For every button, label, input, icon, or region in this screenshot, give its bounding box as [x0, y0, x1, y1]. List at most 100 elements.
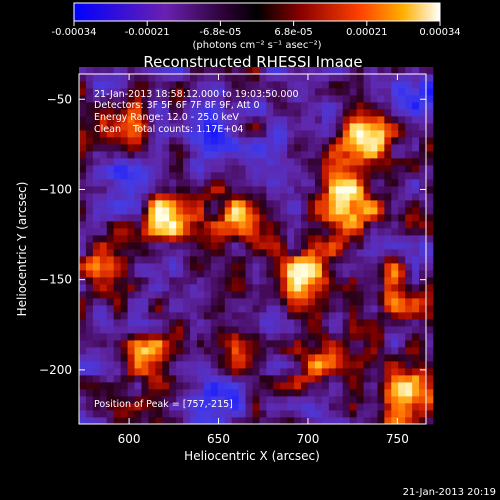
heatmap-cell: [169, 326, 177, 334]
heatmap-cell: [99, 347, 108, 355]
heatmap-cell: [287, 396, 295, 404]
heatmap-cell: [384, 256, 392, 264]
heatmap-cell: [79, 214, 87, 222]
heatmap-cell: [148, 340, 156, 348]
heatmap-cell: [328, 221, 337, 229]
heatmap-cell: [231, 81, 240, 89]
heatmap-cell: [203, 305, 212, 313]
heatmap-cell: [176, 375, 184, 383]
heatmap-cell: [134, 256, 142, 264]
heatmap-cell: [85, 88, 94, 96]
heatmap-cell: [280, 179, 288, 187]
heatmap-cell: [224, 214, 233, 222]
heatmap-cell: [356, 179, 364, 187]
heatmap-cell: [419, 165, 427, 173]
heatmap-cell: [245, 172, 253, 180]
heatmap-cell: [113, 298, 122, 306]
heatmap-cell: [280, 67, 288, 75]
heatmap-cell: [113, 340, 122, 348]
heatmap-cell: [349, 109, 357, 117]
heatmap-cell: [342, 144, 351, 152]
heatmap-cell: [252, 102, 260, 110]
heatmap-cell: [190, 88, 198, 96]
heatmap-cell: [176, 249, 184, 257]
heatmap-cell: [301, 382, 309, 390]
heatmap-cell: [231, 347, 240, 355]
heatmap-cell: [377, 396, 385, 404]
heatmap-cell: [328, 130, 337, 138]
heatmap-cell: [92, 319, 101, 327]
heatmap-cell: [231, 340, 240, 348]
heatmap-cell: [294, 354, 302, 362]
heatmap-cell: [419, 207, 427, 215]
heatmap-cell: [217, 130, 226, 138]
heatmap-cell: [245, 263, 253, 271]
heatmap-cell: [127, 410, 135, 418]
heatmap-cell: [106, 102, 115, 110]
heatmap-cell: [99, 354, 108, 362]
heatmap-cell: [183, 298, 191, 306]
heatmap-cell: [134, 67, 142, 75]
heatmap-cell: [342, 305, 351, 313]
heatmap-cell: [120, 319, 128, 327]
heatmap-cell: [405, 200, 413, 208]
heatmap-cell: [231, 137, 240, 145]
heatmap-cell: [99, 319, 108, 327]
heatmap-cell: [85, 193, 94, 201]
heatmap-cell: [106, 263, 115, 271]
heatmap-cell: [224, 333, 233, 341]
heatmap-cell: [426, 354, 434, 362]
heatmap-cell: [335, 333, 344, 341]
heatmap-cell: [363, 137, 371, 145]
heatmap-cell: [412, 389, 420, 397]
heatmap-cell: [196, 354, 205, 362]
heatmap-cell: [335, 368, 344, 376]
heatmap-cell: [183, 326, 191, 334]
heatmap-cell: [384, 277, 392, 285]
heatmap-cell: [127, 249, 135, 257]
heatmap-cell: [169, 305, 177, 313]
heatmap-cell: [294, 396, 302, 404]
heatmap-cell: [301, 109, 309, 117]
heatmap-cell: [370, 298, 378, 306]
heatmap-cell: [363, 263, 371, 271]
heatmap-cell: [196, 368, 205, 376]
heatmap-cell: [301, 417, 309, 425]
heatmap-cell: [127, 102, 135, 110]
heatmap-cell: [162, 305, 170, 313]
heatmap-cell: [238, 221, 246, 229]
heatmap-cell: [92, 214, 101, 222]
heatmap-cell: [349, 291, 357, 299]
heatmap-cell: [294, 214, 302, 222]
heatmap-cell: [308, 109, 316, 117]
heatmap-cell: [426, 291, 434, 299]
heatmap-cell: [384, 193, 392, 201]
heatmap-cell: [314, 81, 323, 89]
heatmap-cell: [224, 221, 233, 229]
heatmap-cell: [134, 109, 142, 117]
heatmap-cell: [252, 312, 260, 320]
heatmap-cell: [120, 249, 128, 257]
heatmap-cell: [426, 417, 434, 425]
heatmap-cell: [141, 284, 149, 292]
heatmap-cell: [85, 298, 94, 306]
heatmap-cell: [398, 88, 406, 96]
heatmap-cell: [245, 298, 253, 306]
heatmap-cell: [349, 347, 357, 355]
heatmap-cell: [217, 249, 226, 257]
heatmap-cell: [155, 256, 163, 264]
heatmap-cell: [301, 95, 309, 103]
heatmap-cell: [203, 319, 212, 327]
heatmap-cell: [196, 403, 205, 411]
heatmap-cell: [308, 249, 316, 257]
heatmap-cell: [169, 396, 177, 404]
heatmap-cell: [356, 235, 364, 243]
heatmap-cell: [231, 144, 240, 152]
heatmap-cell: [92, 361, 101, 369]
heatmap-cell: [162, 123, 170, 131]
heatmap-cell: [259, 396, 267, 404]
heatmap-cell: [349, 228, 357, 236]
heatmap-cell: [85, 396, 94, 404]
heatmap-cell: [287, 319, 295, 327]
heatmap-cell: [280, 207, 288, 215]
